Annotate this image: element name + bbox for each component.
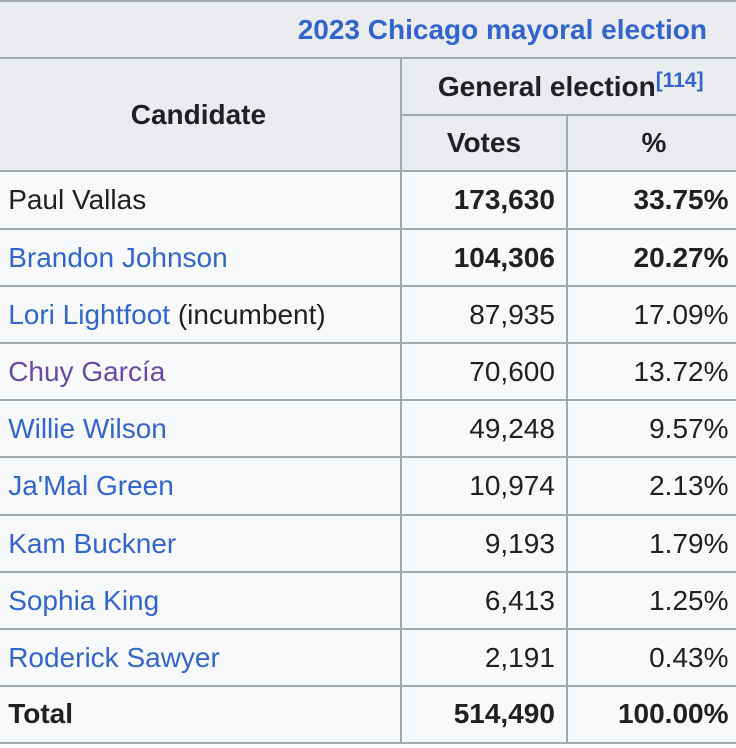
percent-cell: 1.79%	[566, 513, 736, 571]
votes-cell: 10,974	[399, 456, 567, 514]
percent-cell: 1.25%	[566, 570, 736, 628]
candidate-cell: Paul Vallas	[0, 170, 400, 228]
candidate-cell: Ja'Mal Green	[0, 456, 400, 514]
votes-cell: 9,193	[399, 513, 567, 571]
percent-column-header: %	[566, 113, 736, 171]
candidate-name: Paul Vallas	[8, 184, 147, 216]
candidate-cell: Willie Wilson	[0, 399, 400, 457]
candidate-link[interactable]: Brandon Johnson	[8, 241, 228, 273]
candidate-cell: Roderick Sawyer	[0, 627, 400, 686]
general-election-label: General election	[437, 70, 656, 102]
candidate-link[interactable]: Kam Buckner	[8, 527, 177, 559]
footnote-ref: [114]	[656, 69, 704, 92]
candidate-link[interactable]: Sophia King	[8, 584, 160, 616]
incumbent-note: (incumbent)	[170, 298, 326, 330]
percent-cell: 20.27%	[566, 227, 736, 285]
candidate-cell: Chuy García	[0, 342, 400, 400]
election-title-link[interactable]: 2023 Chicago mayoral election	[297, 13, 707, 45]
percent-cell: 9.57%	[566, 399, 736, 457]
candidate-cell: Brandon Johnson	[0, 227, 400, 285]
percent-cell: 2.13%	[566, 456, 736, 514]
candidate-cell: Kam Buckner	[0, 513, 400, 571]
votes-cell: 87,935	[399, 284, 567, 343]
total-votes-cell: 514,490	[399, 685, 567, 745]
table-caption: 2023 Chicago mayoral election	[0, 0, 736, 57]
votes-cell: 6,413	[399, 570, 567, 628]
candidate-column-header: Candidate	[0, 56, 400, 171]
votes-cell: 2,191	[399, 627, 567, 686]
candidate-cell: Lori Lightfoot (incumbent)	[0, 284, 400, 343]
total-percent-cell: 100.00%	[566, 685, 736, 745]
votes-cell: 173,630	[399, 170, 567, 228]
votes-column-header: Votes	[399, 113, 567, 171]
votes-cell: 70,600	[399, 342, 567, 400]
candidate-cell: Sophia King	[0, 570, 400, 628]
candidate-link[interactable]: Roderick Sawyer	[8, 641, 220, 673]
percent-cell: 17.09%	[566, 284, 736, 343]
candidate-link[interactable]: Ja'Mal Green	[8, 470, 174, 502]
percent-cell: 0.43%	[566, 627, 736, 686]
candidate-link[interactable]: Willie Wilson	[8, 413, 167, 445]
percent-cell: 13.72%	[566, 342, 736, 400]
percent-cell: 33.75%	[566, 170, 736, 228]
votes-cell: 104,306	[399, 227, 567, 285]
general-election-header: General election[114]	[399, 56, 736, 114]
candidate-link[interactable]: Chuy García	[8, 356, 166, 388]
footnote-link[interactable]: [114]	[655, 68, 704, 92]
candidate-link[interactable]: Lori Lightfoot	[8, 298, 171, 330]
total-label-cell: Total	[0, 685, 400, 745]
votes-cell: 49,248	[399, 399, 567, 457]
